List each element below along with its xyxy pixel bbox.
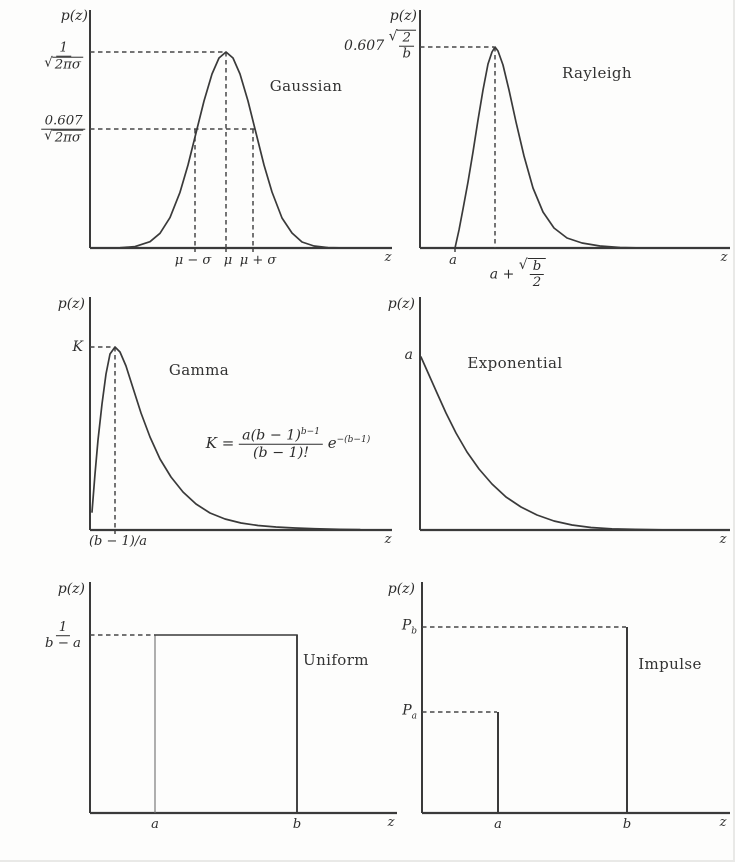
- rayleigh-plot: [419, 10, 730, 252]
- gamma-z-axis-label: z: [384, 532, 392, 547]
- gamma-plot: [89, 297, 392, 534]
- exponential-pz-axis-label: p(z): [387, 296, 415, 312]
- uniform-distribution-name: Uniform: [303, 651, 369, 669]
- gaussian-tick-label-mu-minus-sigma: μ − σ: [174, 253, 212, 268]
- gaussian-distribution-name: Gaussian: [269, 77, 343, 95]
- gaussian-z-axis-label: z: [384, 250, 392, 265]
- impulse-pa-label: Pa: [402, 702, 417, 722]
- gamma-mode-label: (b − 1)/a: [88, 534, 148, 549]
- rayleigh-peak-value-label: 0.607 √ 2 b: [344, 30, 416, 63]
- impulse-plot: [421, 582, 730, 815]
- rayleigh-distribution-name: Rayleigh: [562, 64, 632, 82]
- uniform-tick-label-a: a: [151, 817, 159, 832]
- impulse-tick-label-b: b: [622, 817, 632, 832]
- gamma-curve: [91, 346, 361, 531]
- uniform-z-axis-label: z: [387, 815, 395, 830]
- gaussian-sigma-value-label: 0.607 √ 2πσ: [41, 114, 86, 147]
- gamma-k-formula: K = a(b − 1)b−1 (b − 1)! e−(b−1): [205, 426, 371, 461]
- gaussian-curve: [104, 51, 369, 249]
- exponential-plot: [419, 297, 730, 532]
- uniform-plot: [89, 582, 397, 815]
- impulse-pb-label: Pb: [401, 617, 417, 637]
- gamma-peak-value-label: K: [72, 339, 83, 355]
- gamma-pz-axis-label: p(z): [57, 296, 85, 312]
- uniform-pz-axis-label: p(z): [57, 581, 85, 597]
- gaussian-plot: [89, 10, 392, 252]
- exponential-z-axis-label: z: [719, 532, 727, 547]
- impulse-distribution-name: Impulse: [638, 655, 702, 673]
- gaussian-pz-axis-label: p(z): [60, 8, 88, 24]
- impulse-pz-axis-label: p(z): [387, 581, 415, 597]
- exponential-curve: [420, 356, 696, 531]
- rayleigh-pz-axis-label: p(z): [389, 8, 417, 24]
- gaussian-tick-label-mu: μ: [223, 253, 233, 268]
- rayleigh-curve: [454, 46, 727, 249]
- rayleigh-z-axis-label: z: [720, 250, 728, 265]
- gaussian-peak-value-label: 1 √ 2πσ: [44, 40, 83, 73]
- gamma-distribution-name: Gamma: [168, 361, 230, 379]
- gaussian-tick-label-mu-plus-sigma: μ + σ: [239, 253, 277, 268]
- exponential-distribution-name: Exponential: [467, 354, 563, 372]
- impulse-tick-label-a: a: [494, 817, 502, 832]
- exponential-intercept-label: a: [404, 347, 413, 363]
- rayleigh-mode-label: a + √ b 2: [490, 258, 547, 291]
- uniform-tick-label-b: b: [292, 817, 302, 832]
- rayleigh-tick-label-a: a: [449, 253, 457, 268]
- impulse-z-axis-label: z: [719, 815, 727, 830]
